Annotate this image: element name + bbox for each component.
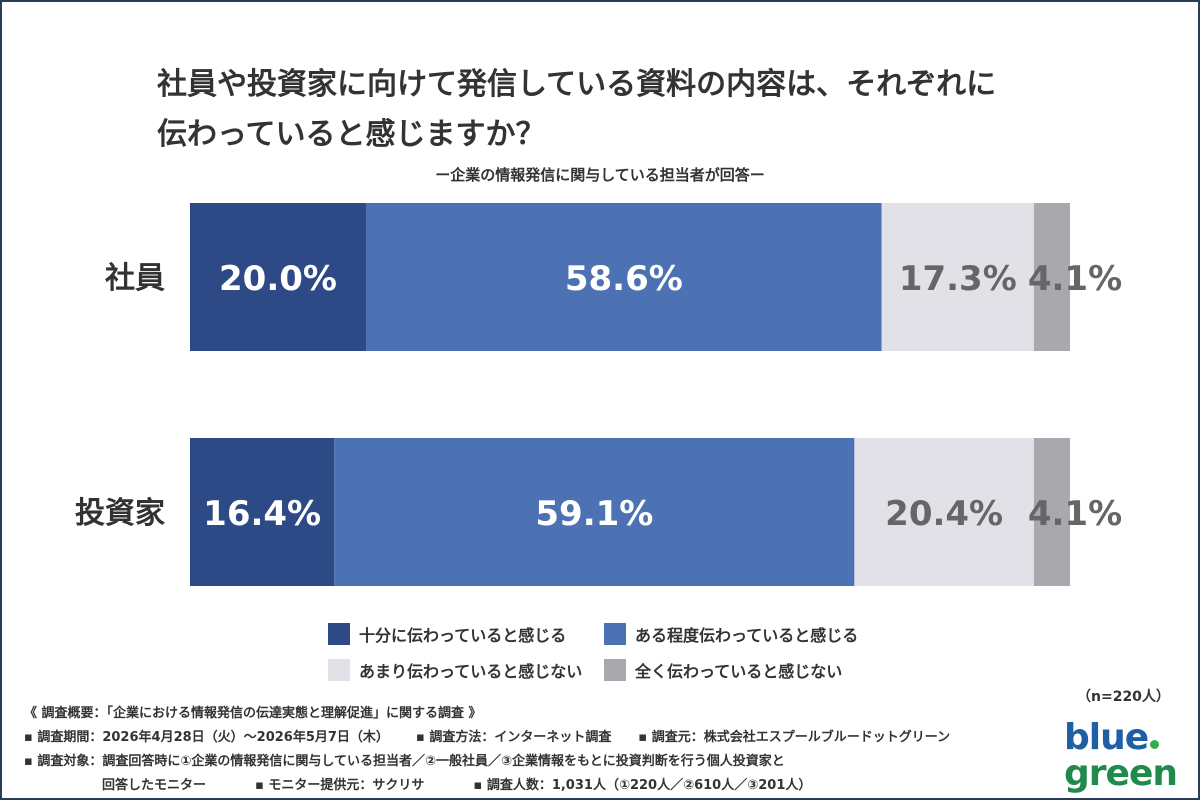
data-label-1-2: 58.6% xyxy=(565,259,683,299)
bar-segment-1-1 xyxy=(190,203,366,351)
sample-size-label: （n=220人） xyxy=(1077,689,1170,705)
chart-subtitle: ー企業の情報発信に関与している担当者が回答ー xyxy=(435,166,765,184)
title-line-2: 伝わっていると感じますか？ xyxy=(157,117,546,152)
note-row-3: 回答したモニター ▪ モニター提供元：サクリサ ▪ 調査人数：1,031人（①2… xyxy=(24,774,950,798)
bar-segment-2-4 xyxy=(1033,438,1070,586)
note-organizer: ▪ 調査元：株式会社エスプールブルードットグリーン xyxy=(638,730,951,745)
note-respondents: ▪ 調査人数：1,031人（①220人／②610人／③201人） xyxy=(473,778,812,793)
data-label-2-1: 16.4% xyxy=(203,494,321,534)
logo-text-blue: blue xyxy=(1064,717,1149,758)
bar-segment-1-2 xyxy=(366,203,882,351)
title-line-1: 社員や投資家に向けて発信している資料の内容は、それぞれに xyxy=(157,67,997,102)
bar-segment-1-3 xyxy=(881,203,1034,351)
legend-swatch-4 xyxy=(604,659,626,681)
logo-text-green: green xyxy=(1064,753,1178,794)
note-provider: ▪ モニター提供元：サクリサ xyxy=(255,778,425,793)
note-row-1: ▪ 調査期間：2026年4月28日（火）〜2026年5月7日（木） ▪ 調査方法… xyxy=(24,726,950,750)
note-target: ▪ 調査対象：調査回答時に①企業の情報発信に関与している担当者／②一般社員／③企… xyxy=(24,754,785,769)
data-label-1-4: 4.1% xyxy=(1028,259,1122,299)
note-overview: 《 調査概要：「企業における情報発信の伝達実態と理解促進」に関する調査 》 xyxy=(24,706,482,721)
legend-item-4: 全く伝わっていると感じない xyxy=(604,658,842,682)
chart-title: 社員や投資家に向けて発信している資料の内容は、それぞれに 伝わっていると感じます… xyxy=(157,60,1057,160)
data-label-2-2: 59.1% xyxy=(535,494,653,534)
legend-label-3: あまり伝わっていると感じない xyxy=(359,662,583,681)
legend-swatch-2 xyxy=(604,623,626,645)
category-label-1: 社員 xyxy=(105,261,165,296)
note-target-2: 回答したモニター xyxy=(102,778,207,793)
legend-label-4: 全く伝わっていると感じない xyxy=(635,662,843,681)
logo-dot-icon xyxy=(1150,740,1160,749)
legend-swatch-3 xyxy=(328,659,350,681)
legend-item-3: あまり伝わっていると感じない xyxy=(328,658,582,682)
legend-swatch-1 xyxy=(328,623,350,645)
legend-label-2: ある程度伝わっていると感じる xyxy=(635,626,859,645)
bar-segment-2-2 xyxy=(334,438,855,586)
bar-segment-2-1 xyxy=(190,438,335,586)
legend-item-1: 十分に伝わっていると感じる xyxy=(328,622,566,646)
note-period: ▪ 調査期間：2026年4月28日（火）〜2026年5月7日（木） xyxy=(24,730,389,745)
bar-segment-2-3 xyxy=(854,438,1034,586)
category-label-2: 投資家 xyxy=(75,496,165,531)
bar-segment-1-4 xyxy=(1033,203,1070,351)
data-label-1-3: 17.3% xyxy=(899,259,1017,299)
data-label-1-1: 20.0% xyxy=(219,259,337,299)
bluegreen-logo: blue green xyxy=(1064,720,1184,792)
legend-label-1: 十分に伝わっていると感じる xyxy=(359,626,567,645)
legend-item-2: ある程度伝わっていると感じる xyxy=(604,622,858,646)
survey-notes: 《 調査概要：「企業における情報発信の伝達実態と理解促進」に関する調査 》 ▪ … xyxy=(24,702,950,798)
data-label-2-3: 20.4% xyxy=(885,494,1003,534)
data-label-2-4: 4.1% xyxy=(1028,494,1122,534)
note-method: ▪ 調査方法：インターネット調査 xyxy=(416,730,612,745)
